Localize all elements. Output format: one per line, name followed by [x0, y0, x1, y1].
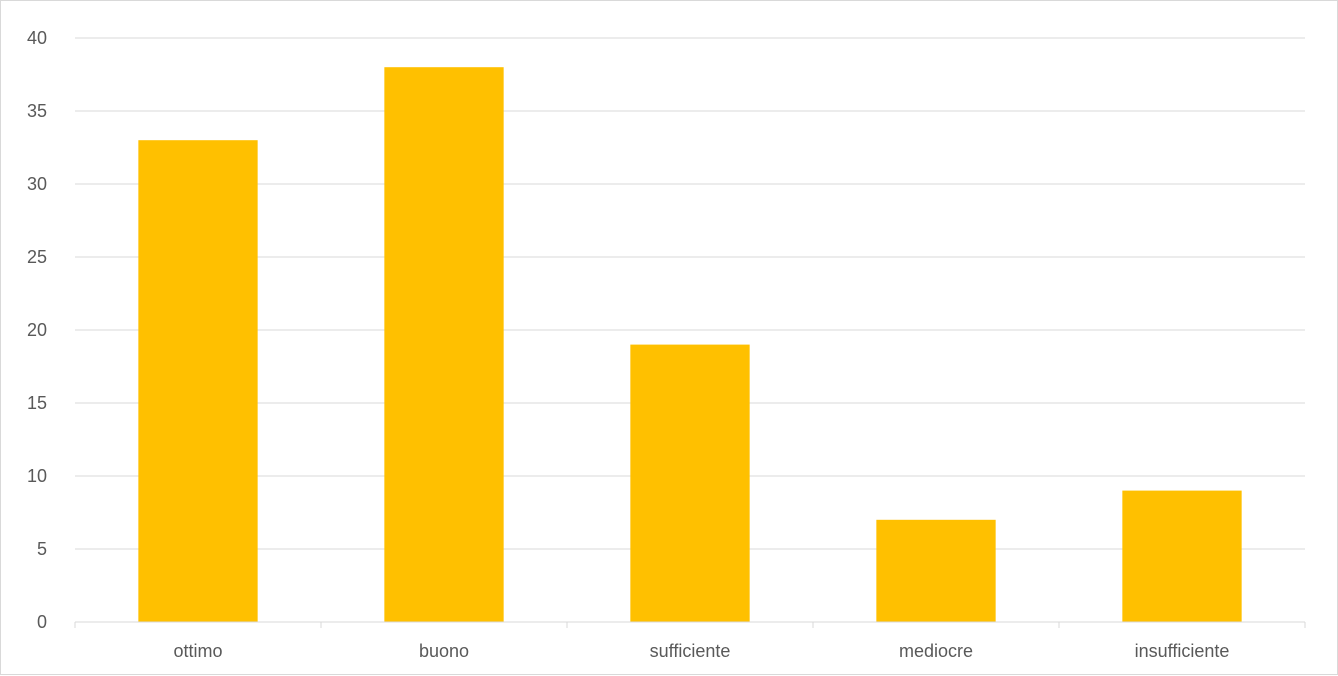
x-tick-label: mediocre: [899, 641, 973, 661]
bar-mediocre: [876, 519, 996, 622]
y-tick-label: 40: [27, 28, 47, 48]
bars: [138, 67, 1242, 622]
y-axis-labels: 0 5 10 15 20 25 30 35 40: [27, 28, 47, 632]
y-tick-label: 30: [27, 174, 47, 194]
y-tick-label: 0: [37, 612, 47, 632]
bar-ottimo: [138, 140, 258, 622]
y-tick-label: 25: [27, 247, 47, 267]
x-axis: ottimo buono sufficiente mediocre insufficie…: [74, 621, 1306, 661]
bar-sufficiente: [630, 344, 750, 622]
bar-insufficiente: [1122, 490, 1242, 622]
bar-buono: [384, 67, 504, 622]
y-tick-label: 35: [27, 101, 47, 121]
x-tick-label: insufficiente: [1135, 641, 1230, 661]
x-tick-label: sufficiente: [650, 641, 731, 661]
y-tick-label: 5: [37, 539, 47, 559]
y-tick-label: 10: [27, 466, 47, 486]
x-tick-label: buono: [419, 641, 469, 661]
x-tick-label: ottimo: [173, 641, 222, 661]
y-tick-label: 20: [27, 320, 47, 340]
y-tick-label: 15: [27, 393, 47, 413]
